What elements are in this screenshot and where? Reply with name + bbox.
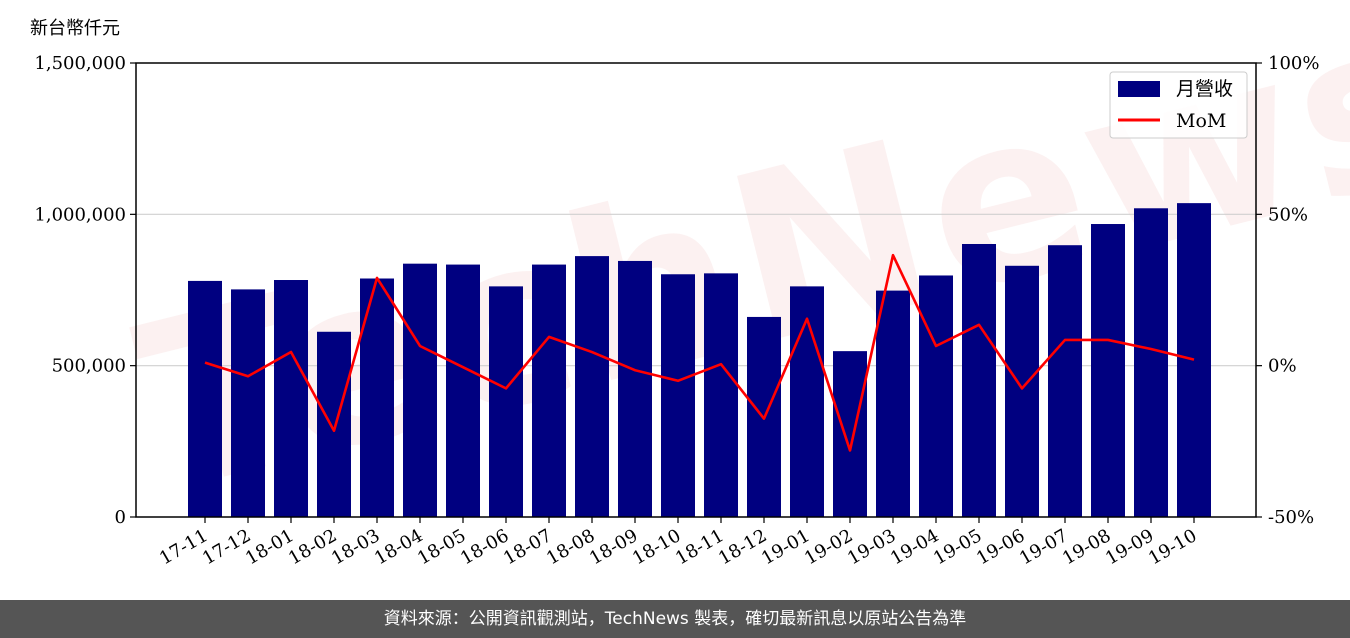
legend-swatch-revenue — [1118, 81, 1160, 97]
y-axis-tick-label: 0 — [115, 507, 126, 528]
revenue-bar — [489, 286, 523, 517]
x-axis-tick-label: 19-04 — [887, 525, 942, 569]
revenue-bar — [231, 289, 265, 517]
x-axis-tick-label: 18-09 — [586, 525, 641, 569]
x-axis-tick-label: 19-02 — [801, 525, 856, 569]
x-axis-tick-label: 18-10 — [629, 525, 684, 569]
revenue-bar — [876, 290, 910, 517]
x-axis-tick-label: 19-05 — [930, 525, 985, 569]
revenue-bar — [704, 273, 738, 517]
revenue-bar — [1177, 203, 1211, 517]
y-axis-unit-label: 新台幣仟元 — [30, 18, 120, 39]
x-axis-tick-label: 19-06 — [973, 525, 1028, 569]
revenue-bar — [618, 260, 652, 517]
y-axis-tick-label: 1,500,000 — [34, 53, 126, 74]
y-axis-tick-label: 500,000 — [52, 356, 126, 377]
x-axis-tick-label: 19-09 — [1102, 525, 1157, 569]
y2-axis-tick-label: 50% — [1268, 204, 1308, 225]
revenue-bar — [1134, 208, 1168, 517]
x-axis-tick-label: 18-02 — [285, 525, 340, 569]
x-axis-tick-label: 19-10 — [1145, 525, 1200, 569]
revenue-bar — [1048, 245, 1082, 518]
x-axis-tick-label: 18-08 — [543, 525, 598, 569]
revenue-bar — [790, 286, 824, 517]
revenue-bar — [532, 264, 566, 517]
revenue-bar — [446, 264, 480, 517]
y2-axis-tick-label: 0% — [1268, 356, 1297, 377]
y2-axis-tick-label: 100% — [1268, 53, 1319, 74]
x-axis-tick-label: 17-12 — [199, 525, 254, 569]
x-axis-tick-label: 19-03 — [844, 525, 899, 569]
x-axis-tick-label: 19-07 — [1016, 525, 1071, 569]
revenue-bar — [1091, 224, 1125, 517]
legend: 月營收 MoM — [1109, 71, 1248, 139]
x-axis-tick-label: 18-01 — [242, 525, 297, 569]
revenue-bar — [317, 331, 351, 517]
source-footer: 資料來源：公開資訊觀測站，TechNews 製表，確切最新訊息以原站公告為準 — [0, 600, 1350, 638]
legend-label-mom: MoM — [1176, 110, 1226, 132]
revenue-bar — [188, 280, 222, 517]
line-series — [204, 253, 1195, 452]
x-axis-tick-label: 18-12 — [715, 525, 770, 569]
revenue-bar — [962, 243, 996, 517]
revenue-bar — [274, 280, 308, 517]
revenue-bar — [919, 275, 953, 517]
revenue-bar — [661, 274, 695, 517]
legend-label-revenue: 月營收 — [1176, 78, 1233, 100]
x-axis-tick-label: 18-05 — [414, 525, 469, 569]
chart-area: 0 500,000 1,000,000 1,500,000 -50% 0% 50% 100% 1… — [34, 53, 1319, 569]
x-axis-tick-label: 18-11 — [672, 525, 727, 569]
bar-series — [188, 203, 1211, 518]
x-axis-tick-label: 17-11 — [156, 525, 211, 569]
mom-line — [204, 253, 1195, 452]
x-axis-tick-label: 19-08 — [1059, 525, 1114, 569]
revenue-bar — [403, 263, 437, 517]
x-axis-tick-label: 18-06 — [457, 525, 512, 569]
x-axis-tick-label: 18-03 — [328, 525, 383, 569]
x-axis-tick-label: 19-01 — [758, 525, 813, 569]
x-axis-tick-label: 18-04 — [371, 525, 426, 569]
revenue-bar — [1005, 265, 1039, 517]
revenue-bar — [360, 278, 394, 517]
revenue-bar — [575, 256, 609, 517]
plot-frame — [135, 62, 1257, 518]
y2-axis-tick-label: -50% — [1268, 507, 1314, 528]
y-axis-tick-label: 1,000,000 — [34, 204, 126, 225]
revenue-bar — [833, 351, 867, 517]
x-axis-tick-label: 18-07 — [500, 525, 555, 569]
